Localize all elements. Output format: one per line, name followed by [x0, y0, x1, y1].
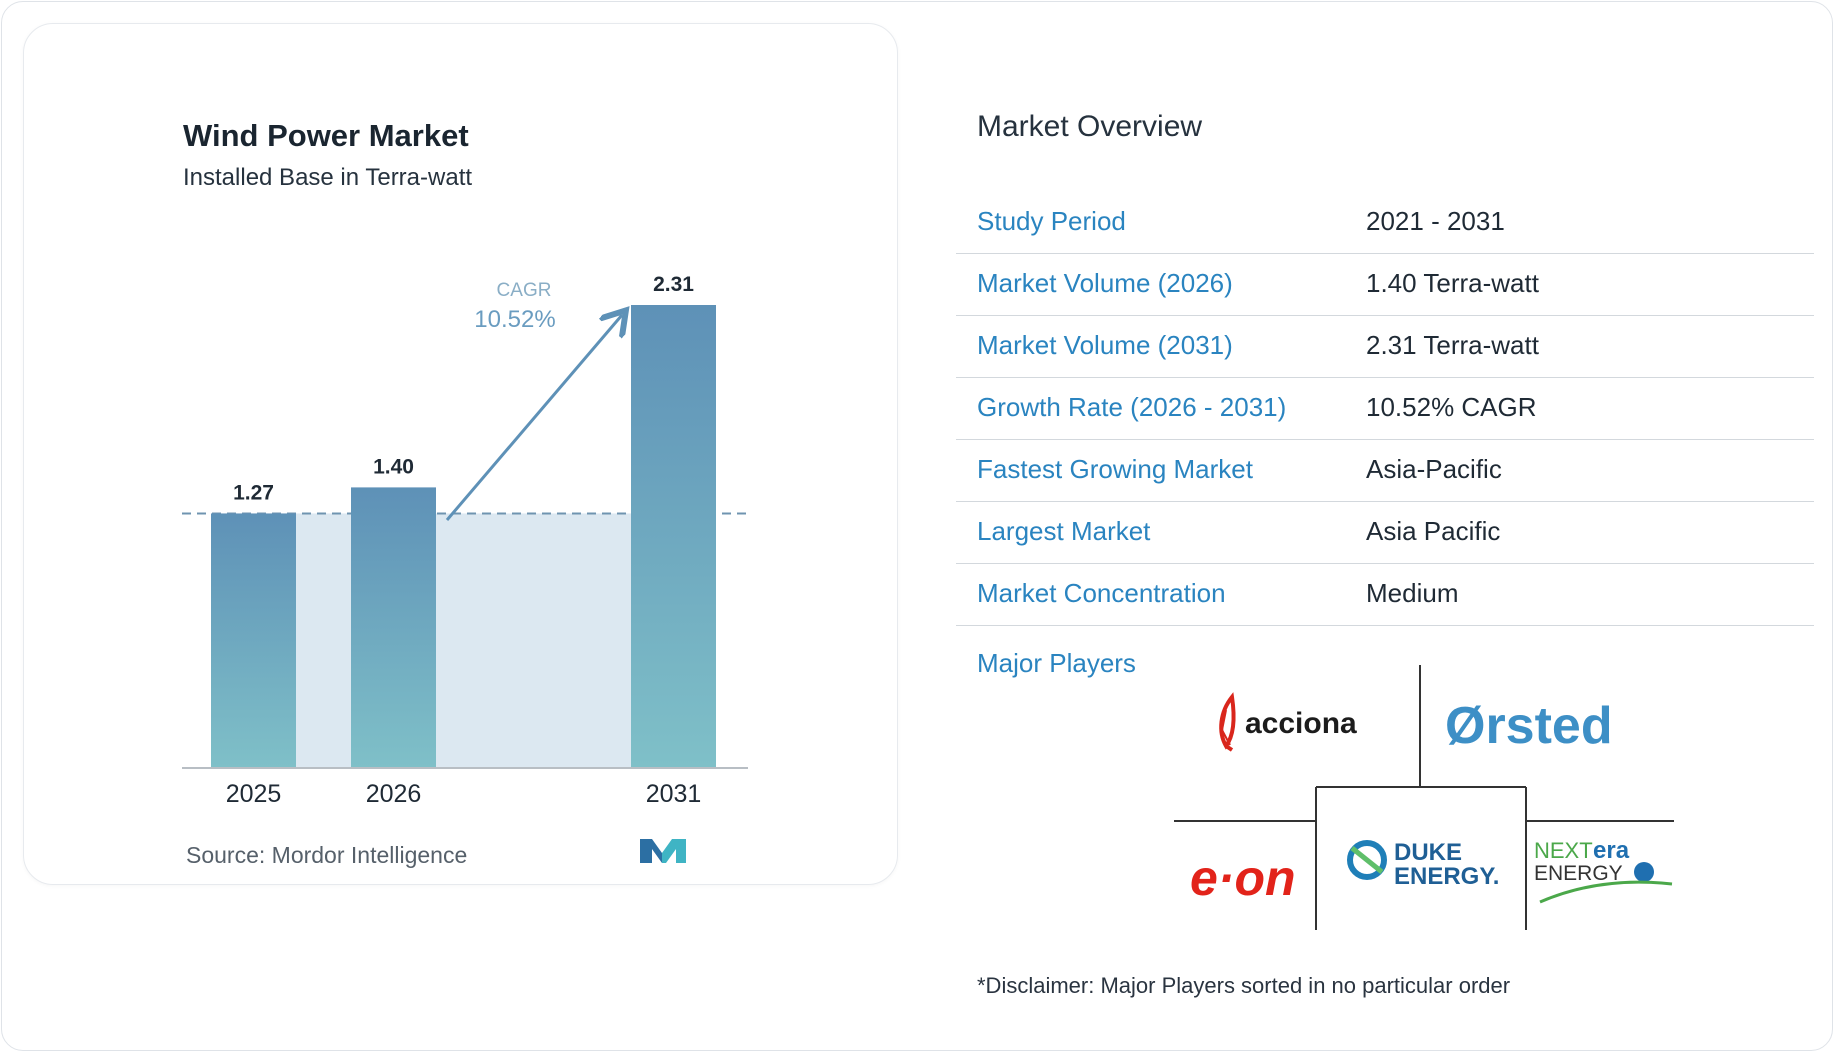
overview-label: Study Period	[977, 206, 1126, 236]
x-tick-2025: 2025	[226, 780, 282, 808]
overview-value: 2.31 Terra-watt	[1366, 330, 1539, 360]
x-tick-2026: 2026	[366, 780, 422, 808]
data-label-2026: 1.40	[373, 455, 414, 478]
bar-2031	[631, 305, 716, 768]
chart-card	[23, 23, 898, 885]
overview-row: Market Volume (2031) 2.31 Terra-watt	[956, 316, 1814, 378]
overview-row: Fastest Growing Market Asia-Pacific	[956, 440, 1814, 502]
overview-label: Growth Rate (2026 - 2031)	[977, 392, 1287, 422]
chart-title: Wind Power Market	[183, 118, 469, 153]
overview-row: Largest Market Asia Pacific	[956, 502, 1814, 564]
overview-label: Market Volume (2031)	[977, 330, 1233, 360]
source-note: Source: Mordor Intelligence	[186, 842, 468, 868]
data-label-2025: 1.27	[233, 481, 274, 504]
bar-chart: 1.27 2025 1.40 2026 2.31 2031 CAGR 10.52%	[182, 273, 748, 808]
overview-value: Medium	[1366, 578, 1459, 608]
mordor-logo-icon	[640, 839, 686, 863]
bar-2025	[211, 513, 296, 768]
reference-band	[296, 513, 631, 768]
overview-value: Asia-Pacific	[1366, 454, 1502, 484]
overview-value: 2021 - 2031	[1366, 206, 1505, 236]
overview-label: Market Volume (2026)	[977, 268, 1233, 298]
overview-value: Asia Pacific	[1366, 516, 1501, 546]
bar-2026	[351, 487, 436, 768]
cagr-arrow	[445, 315, 622, 521]
overview-label: Market Concentration	[977, 578, 1226, 608]
disclaimer: *Disclaimer: Major Players sorted in no …	[977, 973, 1511, 998]
overview-row: Study Period 2021 - 2031	[956, 192, 1814, 254]
overview-label: Fastest Growing Market	[977, 454, 1253, 484]
overview-row: Market Concentration Medium	[956, 564, 1814, 626]
overview-value: 1.40 Terra-watt	[1366, 268, 1539, 298]
cagr-label: CAGR	[497, 280, 552, 301]
cagr-value: 10.52%	[474, 306, 555, 333]
overview-label: Largest Market	[977, 516, 1151, 546]
data-label-2031: 2.31	[653, 273, 694, 296]
chart-subtitle: Installed Base in Terra-watt	[183, 164, 473, 191]
overview-title: Market Overview	[977, 110, 1203, 143]
x-tick-2031: 2031	[646, 780, 702, 808]
major-players-label: Major Players	[977, 648, 1136, 678]
overview-value: 10.52% CAGR	[1366, 392, 1537, 422]
overview-row: Growth Rate (2026 - 2031) 10.52% CAGR	[956, 378, 1814, 440]
overview-row: Market Volume (2026) 1.40 Terra-watt	[956, 254, 1814, 316]
overview-table: Study Period 2021 - 2031 Market Volume (…	[956, 192, 1814, 626]
